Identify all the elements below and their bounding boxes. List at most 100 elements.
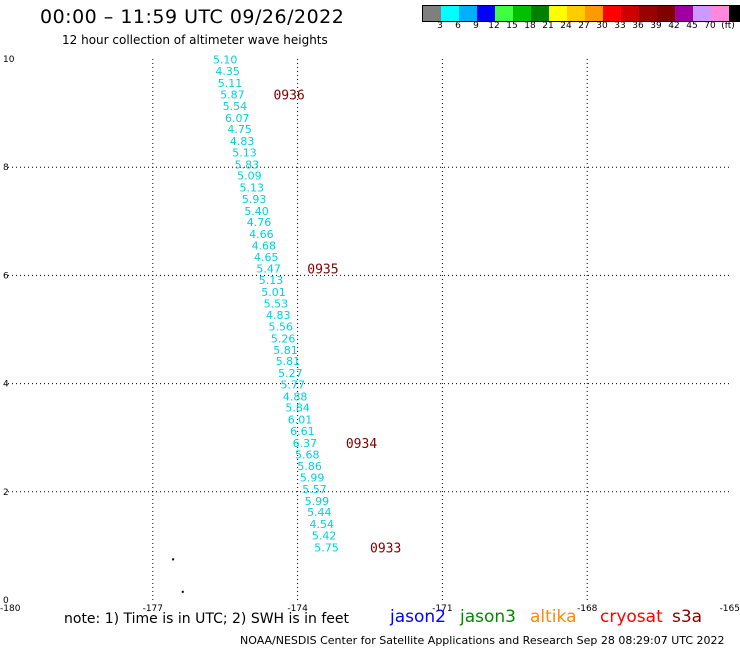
scale-label: 36 (632, 21, 644, 31)
x-tick-label: -168 (577, 604, 598, 614)
scale-label: 45 (686, 21, 698, 31)
wave-height-label: 5.84 (285, 402, 310, 415)
scale-swatch (477, 6, 495, 21)
wave-height-label: 5.26 (271, 332, 296, 345)
scale-swatch (423, 6, 441, 21)
legend-altika: altika (530, 607, 577, 627)
wave-height-label: 5.09 (237, 170, 262, 183)
wave-height-label: 4.75 (227, 123, 252, 136)
scale-swatch (513, 6, 531, 21)
wave-height-label: 6.01 (288, 414, 313, 427)
scale-label: 30 (596, 21, 608, 31)
y-tick-label: 10 (3, 55, 15, 65)
wave-height-label: 5.99 (300, 472, 325, 485)
wave-height-label: 5.83 (235, 158, 260, 171)
wave-height-label: 5.57 (302, 483, 327, 496)
scale-label: 27 (578, 21, 590, 31)
chart-subtitle: 12 hour collection of altimeter wave hei… (62, 33, 328, 47)
legend-jason2: jason2 (390, 607, 446, 627)
wave-height-label: 5.54 (223, 100, 248, 113)
footer-credit: NOAA/NESDIS Center for Satellite Applica… (240, 634, 725, 647)
wave-height-label: 5.77 (281, 378, 306, 391)
wave-height-label: 4.68 (252, 239, 277, 252)
wave-height-label: 5.47 (256, 263, 281, 276)
wave-height-label: 5.68 (295, 448, 320, 461)
scale-swatch (603, 6, 621, 21)
scale-swatch (459, 6, 477, 21)
footer-note: note: 1) Time is in UTC; 2) SWH is in fe… (64, 611, 350, 627)
scale-swatch (549, 6, 567, 21)
scale-swatch (567, 6, 585, 21)
legend-cryosat: cryosat (600, 607, 663, 627)
wave-height-label: 5.93 (242, 193, 267, 206)
scale-swatch (441, 6, 459, 21)
wave-height-label: 4.54 (309, 518, 334, 531)
scale-swatch (639, 6, 657, 21)
wave-height-label: 5.87 (220, 88, 245, 101)
wave-height-label: 6.07 (225, 112, 250, 125)
wave-height-label: 4.83 (230, 135, 255, 148)
scale-label: 15 (506, 21, 518, 31)
x-tick-label: -174 (287, 604, 308, 614)
wave-height-label: 4.65 (254, 251, 279, 264)
scale-swatch (729, 6, 740, 21)
data-dot (172, 558, 175, 561)
wave-height-labels: 5.104.355.115.875.546.074.754.835.135.83… (213, 53, 339, 554)
legend-s3a: s3a (672, 607, 703, 627)
wave-height-label: 5.13 (232, 146, 257, 159)
color-scale-labels: 3 6 9 12 15 18 21 24 27 30 33 36 39 42 45 70 (ft) (422, 21, 740, 33)
x-tick-label: -177 (143, 604, 163, 614)
x-tick-label: -165 (720, 604, 740, 614)
wave-height-label: 5.42 (312, 529, 337, 542)
plot-grid (8, 59, 732, 600)
plot-dots (172, 558, 184, 593)
scale-swatch (675, 6, 693, 21)
scale-label: 6 (455, 21, 461, 31)
y-tick-label: 2 (3, 488, 9, 498)
wave-height-label: 4.35 (215, 65, 240, 78)
wave-height-label: 5.56 (268, 321, 293, 334)
legend-jason3: jason3 (460, 607, 516, 627)
x-tick-label: -180 (0, 604, 21, 614)
wave-height-label: 4.88 (283, 390, 308, 403)
scale-swatch (531, 6, 549, 21)
y-tick-label: 6 (3, 271, 9, 281)
wave-height-label: 5.99 (305, 495, 330, 508)
wave-height-label: 5.81 (273, 344, 298, 357)
wave-height-label: 5.86 (297, 460, 322, 473)
time-annotation: 0933 (370, 541, 401, 556)
wave-height-label: 5.10 (213, 53, 238, 66)
wave-height-label: 5.01 (261, 286, 286, 299)
scale-label: (ft) (721, 21, 735, 31)
scale-label: 21 (542, 21, 554, 31)
wave-height-label: 4.83 (266, 309, 291, 322)
wave-height-label: 6.61 (290, 425, 315, 438)
scale-label: 70 (704, 21, 716, 31)
time-annotations: 0936 0935 0934 0933 (273, 88, 401, 556)
wave-height-label: 5.75 (314, 541, 339, 554)
wave-height-label: 5.44 (307, 506, 332, 519)
scale-swatch (585, 6, 603, 21)
axis-ticks: -180 -177 -174 -171 -168 -165 0 2 4 6 8 10 (0, 55, 740, 614)
scale-label: 33 (614, 21, 626, 31)
scale-swatch (711, 6, 729, 21)
chart-title: 00:00 – 11:59 UTC 09/26/2022 (40, 6, 345, 28)
time-annotation: 0936 (273, 88, 304, 103)
scale-label: 39 (650, 21, 662, 31)
scale-label: 18 (524, 21, 536, 31)
wave-height-label: 4.76 (247, 216, 272, 229)
scale-label: 3 (437, 21, 443, 31)
scale-swatch (621, 6, 639, 21)
time-annotation: 0934 (346, 437, 377, 452)
scale-swatch (495, 6, 513, 21)
wave-height-label: 4.66 (249, 228, 274, 241)
wave-height-label: 5.81 (276, 355, 301, 368)
scale-swatch (693, 6, 711, 21)
y-tick-label: 4 (3, 380, 9, 390)
data-dot (181, 590, 184, 593)
wave-height-label: 6.37 (293, 437, 318, 450)
wave-height-label: 5.13 (259, 274, 284, 287)
wave-height-label: 5.53 (264, 297, 289, 310)
wave-height-label: 5.13 (239, 182, 264, 195)
